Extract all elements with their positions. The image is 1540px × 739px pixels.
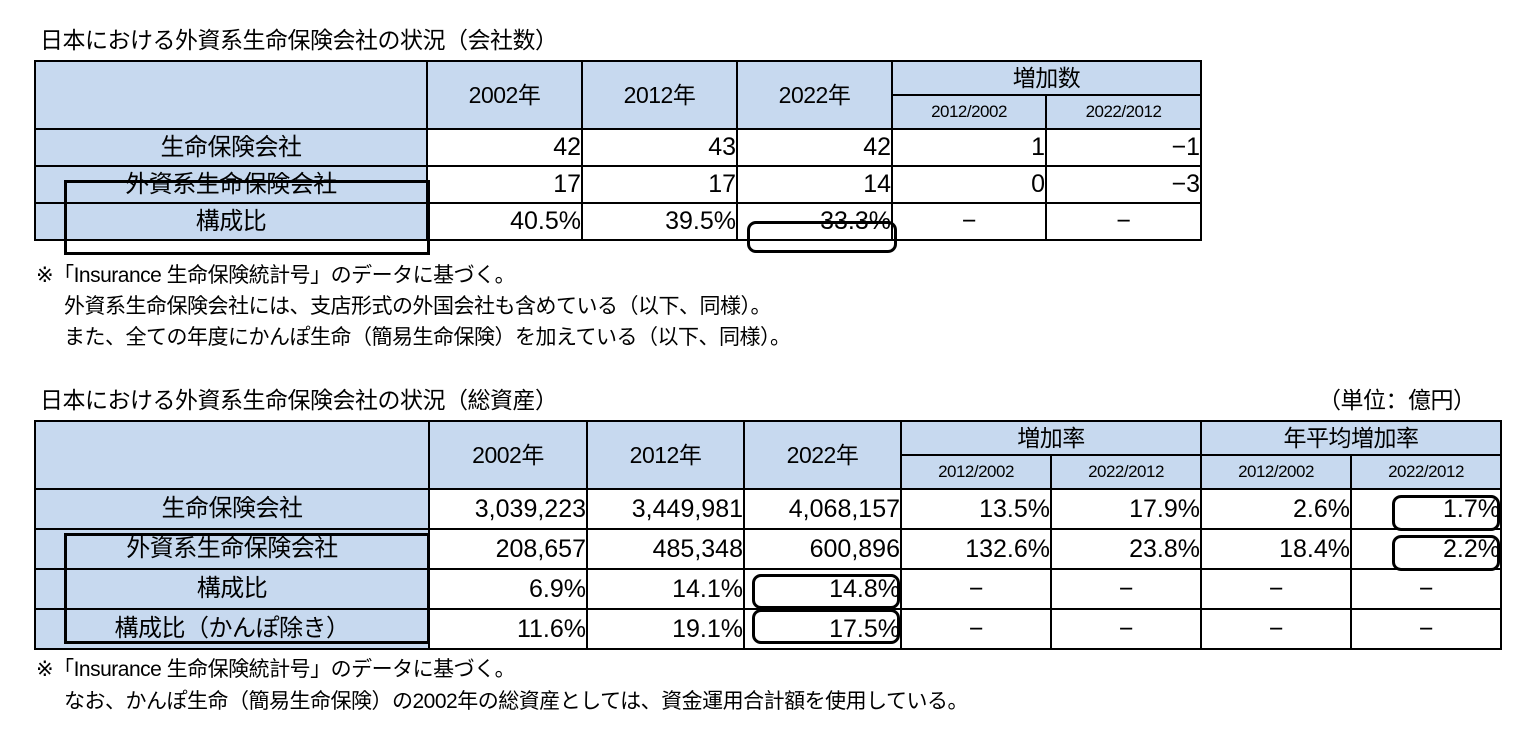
table1-row2-label: 構成比 [34, 202, 428, 241]
section2-title: 日本における外資系生命保険会社の状況（総資産） [40, 387, 558, 413]
section2-note-1: なお、かんぽ生命（簡易生命保険）の2002年の総資産としては、資金運用合計額を使… [64, 690, 969, 713]
table2-row1-val0: 208,657 [428, 528, 588, 570]
table2-row0-val0: 3,039,223 [428, 488, 588, 530]
table1-header-row-2: 2012/2002 2022/2012 [35, 94, 1202, 130]
table-row: 外資系生命保険会社 208,657 485,348 600,896 132.6%… [34, 528, 1502, 570]
table2-subcol-growth-2022-2012: 2022/2012 [1050, 454, 1202, 490]
table2-group-header-annual-avg-growth: 年平均増加率 [1200, 420, 1502, 456]
table2-header-row-2: 2012/2002 2022/2012 2012/2002 2022/2012 [35, 454, 1502, 490]
table2-header-row-1: 2002年 2012年 2022年 増加率 年平均増加率 [34, 420, 1502, 490]
table1-row1-val0: 17 [426, 165, 583, 204]
table2-row2-val2: 14.8% [743, 568, 902, 610]
table2-row0-val6: 1.7% [1350, 488, 1502, 530]
table1-corner-cell [34, 60, 428, 130]
table2-row3-val3: − [900, 608, 1052, 650]
table2-subcol-growth-2012-2002: 2012/2002 [900, 454, 1052, 490]
table2-row1-val1: 485,348 [586, 528, 745, 570]
table1-row2-val3: − [891, 202, 1047, 241]
table2-col-2022: 2022年 [743, 420, 902, 490]
section1-note-2: また、全ての年度にかんぽ生命（簡易生命保険）を加えている（以下、同様）。 [64, 326, 791, 349]
table2-row2-val3: − [900, 568, 1052, 610]
table2-row3-val4: − [1050, 608, 1202, 650]
table2-col-2002: 2002年 [428, 420, 588, 490]
table-row: 生命保険会社 3,039,223 3,449,981 4,068,157 13.… [34, 488, 1502, 530]
table1-row2-val1: 39.5% [581, 202, 738, 241]
table1-row1-val2: 14 [736, 165, 893, 204]
table1-col-2002: 2002年 [426, 60, 583, 130]
table2-row2-label: 構成比 [34, 568, 430, 610]
table2-corner-cell [34, 420, 430, 490]
table-row: 構成比 6.9% 14.1% 14.8% − − − − [34, 568, 1502, 610]
table2-row1-val3: 132.6% [900, 528, 1052, 570]
table1-row1-val3: 0 [891, 165, 1047, 204]
table2-row3-val2: 17.5% [743, 608, 902, 650]
table2-row3-val0: 11.6% [428, 608, 588, 650]
table2-group-header-growth-rate: 増加率 [900, 420, 1202, 456]
table-row: 構成比 40.5% 39.5% 33.3% − − [34, 202, 1202, 241]
table1-col-2022: 2022年 [736, 60, 893, 130]
table2-row2-val0: 6.9% [428, 568, 588, 610]
table2-subcol-annual-2012-2002: 2012/2002 [1200, 454, 1352, 490]
section2-unit-label: （単位：億円） [1318, 387, 1476, 413]
table1-row2-val2: 33.3% [736, 202, 893, 241]
table2-row3-val1: 19.1% [586, 608, 745, 650]
table2-subcol-annual-2022-2012: 2022/2012 [1350, 454, 1502, 490]
table1-subcol-2022-2012: 2022/2012 [1045, 94, 1202, 130]
table2-row3-val6: − [1350, 608, 1502, 650]
table-row: 構成比（かんぽ除き） 11.6% 19.1% 17.5% − − − − [34, 608, 1502, 650]
table2-row0-label: 生命保険会社 [34, 488, 430, 530]
table1-row1-label: 外資系生命保険会社 [34, 165, 428, 204]
table2-col-2012: 2012年 [586, 420, 745, 490]
table2-row2-val5: − [1200, 568, 1352, 610]
table1-row0-val2: 42 [736, 128, 893, 167]
table1-row2-val4: − [1045, 202, 1202, 241]
table1-subcol-2012-2002: 2012/2002 [891, 94, 1047, 130]
table2-row3-label: 構成比（かんぽ除き） [34, 608, 430, 650]
table2-row0-val3: 13.5% [900, 488, 1052, 530]
section1-title: 日本における外資系生命保険会社の状況（会社数） [40, 27, 558, 53]
section2-note-0: ※「Insurance 生命保険統計号」のデータに基づく。 [36, 658, 516, 681]
table1-row0-val3: 1 [891, 128, 1047, 167]
table2-row2-val4: − [1050, 568, 1202, 610]
section1-note-1: 外資系生命保険会社には、支店形式の外国会社も含めている（以下、同様）。 [64, 295, 772, 318]
table1-row0-val1: 43 [581, 128, 738, 167]
table1-group-header-increase: 増加数 [891, 60, 1202, 96]
table2-row1-val2: 600,896 [743, 528, 902, 570]
table2-row0-val1: 3,449,981 [586, 488, 745, 530]
table1-row1-val4: −3 [1045, 165, 1202, 204]
table-row: 生命保険会社 42 43 42 1 −1 [34, 128, 1202, 167]
table2-row2-val1: 14.1% [586, 568, 745, 610]
table-row: 外資系生命保険会社 17 17 14 0 −3 [34, 165, 1202, 204]
table1-row0-val0: 42 [426, 128, 583, 167]
table1-row2-val0: 40.5% [426, 202, 583, 241]
table1-row0-label: 生命保険会社 [34, 128, 428, 167]
table1-col-2012: 2012年 [581, 60, 738, 130]
table-total-assets: 2002年 2012年 2022年 増加率 年平均増加率 2012/2002 2… [34, 420, 1502, 650]
table2-row1-val6: 2.2% [1350, 528, 1502, 570]
table2-row0-val4: 17.9% [1050, 488, 1202, 530]
table2-row1-label: 外資系生命保険会社 [34, 528, 430, 570]
table1-row0-val4: −1 [1045, 128, 1202, 167]
table1-row1-val1: 17 [581, 165, 738, 204]
table2-row1-val4: 23.8% [1050, 528, 1202, 570]
table-company-count: 2002年 2012年 2022年 増加数 2012/2002 2022/201… [34, 60, 1202, 241]
table1-header-row-1: 2002年 2012年 2022年 増加数 [34, 60, 1202, 130]
section1-note-0: ※「Insurance 生命保険統計号」のデータに基づく。 [36, 264, 516, 287]
table2-row0-val2: 4,068,157 [743, 488, 902, 530]
table2-row3-val5: − [1200, 608, 1352, 650]
table2-row2-val6: − [1350, 568, 1502, 610]
table2-row0-val5: 2.6% [1200, 488, 1352, 530]
table2-row1-val5: 18.4% [1200, 528, 1352, 570]
